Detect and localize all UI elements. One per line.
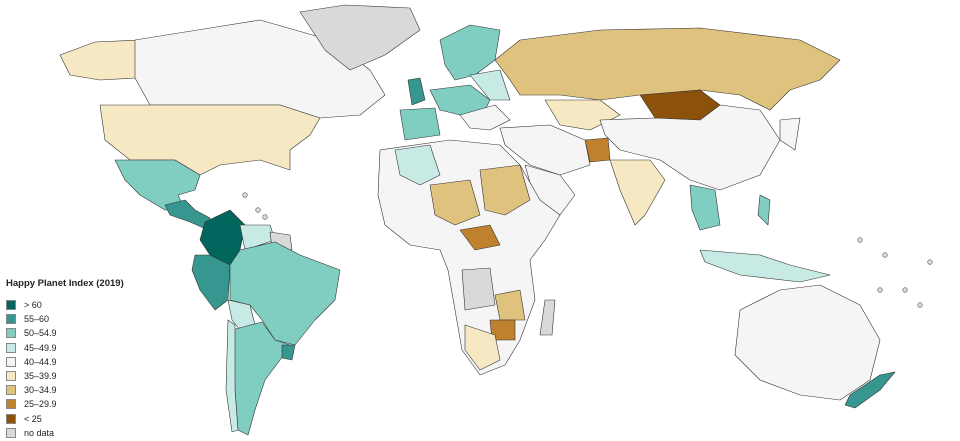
legend-swatch <box>6 413 16 424</box>
legend-swatch <box>6 399 16 410</box>
legend: Happy Planet Index (2019) > 60 55–60 50–54… <box>6 278 124 440</box>
region-southeast-asia <box>689 184 721 231</box>
region-middle-east <box>499 124 591 176</box>
legend-label: 40–44.9 <box>24 356 57 367</box>
region-balkans <box>459 104 511 131</box>
region-china <box>599 104 781 191</box>
island-marker <box>902 287 908 293</box>
legend-label: no data <box>24 427 55 438</box>
island-marker <box>242 192 248 198</box>
legend-label: < 25 <box>24 413 42 424</box>
island-marker <box>857 237 863 243</box>
island-marker <box>882 252 888 258</box>
legend-item: 45–49.9 <box>6 341 124 355</box>
region-india <box>609 159 666 226</box>
island-marker <box>877 287 883 293</box>
legend-swatch <box>6 300 16 311</box>
region-south-africa <box>464 324 501 371</box>
region-scandinavia <box>439 24 501 81</box>
region-russia <box>494 27 841 111</box>
legend-label: 45–49.9 <box>24 342 57 353</box>
region-alaska <box>59 39 141 81</box>
legend-item: 25–29.9 <box>6 397 124 411</box>
region-peru-ecuador <box>191 254 231 311</box>
region-philippines <box>757 194 771 226</box>
legend-swatch <box>6 328 16 339</box>
region-east-southern-africa <box>494 289 526 321</box>
legend-label: 50–54.9 <box>24 328 57 339</box>
legend-item: 40–44.9 <box>6 355 124 369</box>
legend-swatch <box>6 371 16 382</box>
legend-item: 55–60 <box>6 312 124 326</box>
island-marker <box>927 259 933 265</box>
region-new-zealand <box>844 371 896 409</box>
region-north-africa <box>394 144 441 186</box>
region-central-africa <box>459 224 501 251</box>
region-iberia <box>399 107 441 141</box>
region-madagascar <box>539 299 556 336</box>
region-australia <box>734 284 881 401</box>
region-indonesia <box>699 249 831 283</box>
island-marker <box>262 214 268 220</box>
region-korea-japan <box>779 117 801 151</box>
legend-item: > 60 <box>6 298 124 312</box>
legend-label: 30–34.9 <box>24 385 57 396</box>
legend-item: < 25 <box>6 412 124 426</box>
region-sahel <box>429 179 481 226</box>
legend-item: 30–34.9 <box>6 383 124 397</box>
legend-label: 55–60 <box>24 314 50 325</box>
region-uruguay <box>281 344 296 361</box>
legend-label: > 60 <box>24 300 42 311</box>
region-drc-angola <box>461 267 496 311</box>
legend-swatch <box>6 427 16 438</box>
legend-title: Happy Planet Index (2019) <box>6 278 124 289</box>
region-chile <box>225 319 239 433</box>
island-marker <box>255 207 261 213</box>
legend-label: 25–29.9 <box>24 399 57 410</box>
region-greenland <box>299 4 421 71</box>
legend-swatch <box>6 314 16 325</box>
region-zimbabwe <box>489 319 516 341</box>
legend-label: 35–39.9 <box>24 371 57 382</box>
legend-swatch <box>6 385 16 396</box>
region-eastern-europe <box>469 69 511 101</box>
legend-item: 50–54.9 <box>6 326 124 340</box>
region-sudan <box>479 164 531 216</box>
region-central-america <box>164 199 211 231</box>
legend-swatch <box>6 356 16 367</box>
legend-item: no data <box>6 426 124 440</box>
legend-item: 35–39.9 <box>6 369 124 383</box>
region-uk <box>407 77 426 106</box>
legend-swatch <box>6 342 16 353</box>
island-marker <box>917 302 923 308</box>
